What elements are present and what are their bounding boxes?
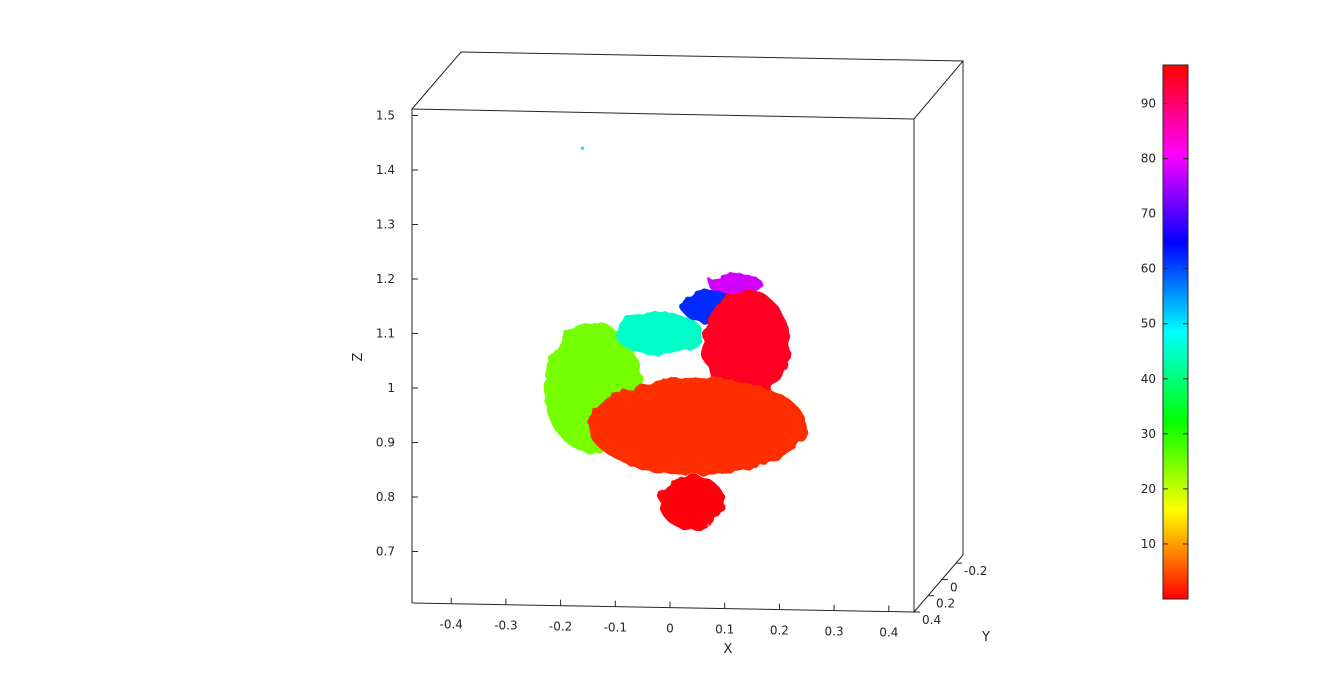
colorbar-tick-label: 40 xyxy=(1141,372,1156,386)
colorbar-tick-label: 60 xyxy=(1141,262,1156,276)
point-cloud xyxy=(544,146,807,530)
x-tick-label: -0.1 xyxy=(604,621,627,635)
y-axis-label: Y xyxy=(981,630,990,645)
y-tick-label: 0.2 xyxy=(936,597,955,611)
cluster-cyan-band xyxy=(615,311,703,356)
z-tick-label: 1.1 xyxy=(376,327,395,341)
cluster-lower-red xyxy=(659,475,725,530)
x-tick-label: 0.2 xyxy=(770,624,789,638)
colorbar-tick-label: 80 xyxy=(1141,152,1156,166)
x-axis: -0.4 -0.3 -0.2 -0.1 0 0.1 0.2 0.3 0.4 xyxy=(439,597,898,640)
x-tick-label: -0.4 xyxy=(439,618,462,632)
colorbar-gradient xyxy=(1162,64,1189,600)
x-tick-label: -0.3 xyxy=(494,619,517,633)
cluster-stray-point xyxy=(580,146,585,150)
z-tick-label: 0.8 xyxy=(376,490,395,504)
x-tick-label: 0 xyxy=(666,622,674,636)
colorbar-tick-label: 30 xyxy=(1141,427,1156,441)
y-tick-label: -0.2 xyxy=(964,564,987,578)
z-tick-label: 0.9 xyxy=(376,436,395,450)
z-tick-label: 0.7 xyxy=(376,545,395,559)
colorbar-tick-label: 90 xyxy=(1141,97,1156,111)
colorbar-tick-label: 20 xyxy=(1141,482,1156,496)
colorbar-tick-label: 70 xyxy=(1141,207,1156,221)
axes-box xyxy=(410,51,965,613)
y-tick-label: 0.4 xyxy=(922,613,941,627)
colorbar-tick-label: 50 xyxy=(1141,317,1156,331)
x-axis-label: X xyxy=(724,642,733,657)
colorbar-ticks: 10 20 30 40 50 60 70 80 90 xyxy=(1141,97,1188,551)
z-tick-label: 1.3 xyxy=(376,218,395,232)
x-tick-label: 0.1 xyxy=(715,623,734,637)
colorbar: 10 20 30 40 50 60 70 80 90 xyxy=(1141,64,1189,600)
cluster-main-red xyxy=(587,377,807,476)
x-tick-label: 0.4 xyxy=(879,626,898,640)
z-axis: 0.7 0.8 0.9 1 1.1 1.2 1.3 1.4 1.5 xyxy=(376,109,418,559)
cluster-upper-red xyxy=(702,289,791,399)
x-tick-label: -0.2 xyxy=(549,620,572,634)
z-tick-label: 1.5 xyxy=(376,109,395,123)
z-tick-label: 1.2 xyxy=(376,272,395,286)
colorbar-tick-label: 10 xyxy=(1141,537,1156,551)
x-tick-label: 0.3 xyxy=(825,625,844,639)
z-tick-label: 1 xyxy=(387,381,395,395)
z-tick-label: 1.4 xyxy=(376,163,395,177)
y-tick-label: 0 xyxy=(950,580,958,594)
z-axis-label: Z xyxy=(351,352,366,361)
cluster-purple-top xyxy=(708,273,763,296)
y-axis: -0.2 0 0.2 0.4 xyxy=(914,562,987,627)
